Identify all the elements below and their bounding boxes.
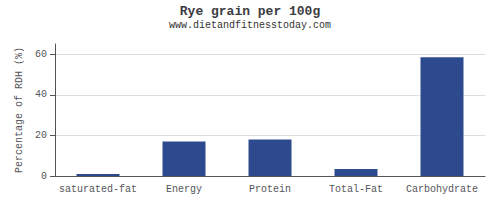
svg-text:Total-Fat: Total-Fat (329, 184, 383, 195)
svg-text:0: 0 (41, 171, 47, 182)
svg-text:saturated-fat: saturated-fat (59, 184, 137, 195)
svg-text:Percentage of RDH (%): Percentage of RDH (%) (14, 47, 25, 173)
svg-text:Energy: Energy (166, 184, 202, 195)
svg-text:60: 60 (35, 49, 47, 60)
svg-text:40: 40 (35, 89, 47, 100)
svg-text:www.dietandfitnesstoday.com: www.dietandfitnesstoday.com (169, 20, 331, 31)
svg-text:Protein: Protein (249, 184, 291, 195)
svg-text:20: 20 (35, 130, 47, 141)
svg-text:Carbohydrate: Carbohydrate (406, 184, 478, 195)
svg-text:Rye grain per 100g: Rye grain per 100g (180, 4, 321, 19)
